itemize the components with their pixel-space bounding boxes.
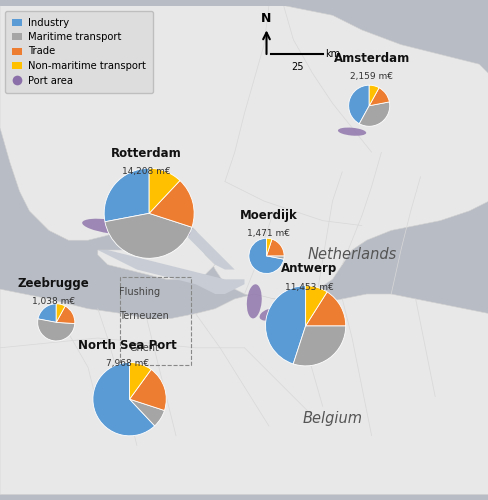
Wedge shape [129,399,164,426]
Wedge shape [38,319,75,341]
Text: 14,208 m€: 14,208 m€ [122,167,171,176]
Ellipse shape [176,228,190,237]
Text: North Sea Port: North Sea Port [78,338,176,351]
Wedge shape [305,292,345,326]
Wedge shape [38,304,56,322]
Text: 1,471 m€: 1,471 m€ [247,229,290,238]
Ellipse shape [82,218,138,234]
Text: 7,968 m€: 7,968 m€ [105,359,148,368]
Ellipse shape [259,308,278,320]
Wedge shape [359,102,389,126]
Wedge shape [56,304,65,322]
Wedge shape [105,214,191,258]
Polygon shape [98,230,215,280]
Text: Amsterdam: Amsterdam [333,52,409,65]
Polygon shape [107,220,234,270]
Legend: Industry, Maritime transport, Trade, Non-maritime transport, Port area: Industry, Maritime transport, Trade, Non… [5,10,153,92]
Text: 2,159 m€: 2,159 m€ [349,72,392,82]
Wedge shape [266,238,271,256]
Text: 11,453 m€: 11,453 m€ [285,283,333,292]
Wedge shape [266,256,284,259]
Wedge shape [104,168,149,222]
Wedge shape [149,168,180,214]
Ellipse shape [40,322,58,330]
Polygon shape [98,250,244,294]
Text: N: N [261,12,271,25]
Text: 1,038 m€: 1,038 m€ [32,297,75,306]
Text: Antwerp: Antwerp [281,262,337,276]
Text: Netherlands: Netherlands [307,248,396,262]
Text: Terneuzen: Terneuzen [119,311,169,321]
Ellipse shape [246,284,261,318]
Polygon shape [0,6,488,299]
Text: Belgium: Belgium [302,411,362,426]
Wedge shape [266,239,284,256]
Wedge shape [293,326,345,366]
Text: Moerdijk: Moerdijk [240,208,297,222]
Wedge shape [56,306,75,324]
Wedge shape [248,238,283,274]
Polygon shape [0,289,488,494]
Wedge shape [305,286,326,326]
Text: 25: 25 [290,62,303,72]
Wedge shape [129,362,151,399]
Wedge shape [265,286,305,364]
Text: Flushing: Flushing [119,286,160,296]
Wedge shape [368,88,388,106]
Wedge shape [348,85,368,124]
Wedge shape [149,180,194,227]
Text: Rotterdam: Rotterdam [111,146,182,160]
Wedge shape [368,85,378,105]
Wedge shape [93,362,154,436]
Wedge shape [129,370,166,410]
Text: Ghent: Ghent [129,343,159,353]
Ellipse shape [337,128,366,136]
Text: km: km [325,50,340,59]
Text: Zeebrugge: Zeebrugge [18,276,89,289]
